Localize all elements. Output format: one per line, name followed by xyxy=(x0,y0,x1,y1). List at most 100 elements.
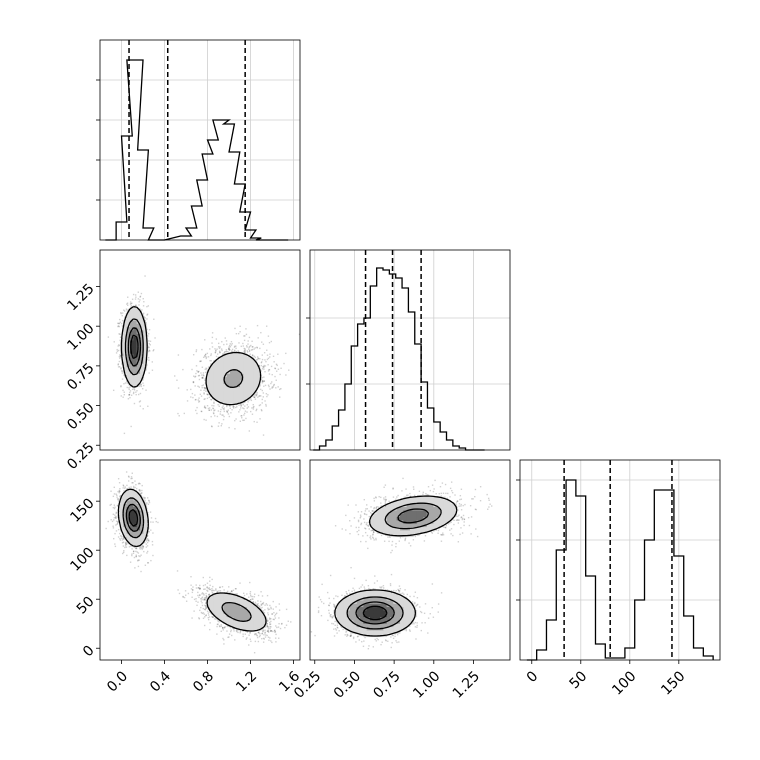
x0-vs-x1-density-cell xyxy=(123,356,128,361)
x0-vs-x1-sample-point xyxy=(198,374,201,377)
x0-vs-x2-sample-point xyxy=(134,547,137,550)
x0-vs-x2-sample-point xyxy=(148,540,150,542)
x0-vs-x1-density-cell xyxy=(123,363,128,368)
x0-vs-x1-density-cell xyxy=(210,366,214,371)
x0-vs-x1-density-cell xyxy=(243,380,248,384)
x0-vs-x1-sample-point xyxy=(120,368,122,370)
x0-vs-x2-sample-point xyxy=(113,517,116,519)
x0-vs-x2-sample-point xyxy=(126,488,128,490)
x0-vs-x1-density-cell xyxy=(243,386,248,391)
x0-vs-x1-sample-point xyxy=(134,304,137,307)
x0-vs-x1-sample-point xyxy=(243,347,245,350)
x0-vs-x1-sample-point xyxy=(119,354,121,356)
x0-vs-x1-sample-point xyxy=(205,390,207,392)
x0-vs-x1-sample-point xyxy=(139,392,142,395)
x0-vs-x1-density-cell xyxy=(140,373,144,378)
x0-vs-x1-density-cell xyxy=(233,400,238,404)
x0-vs-x1-sample-point xyxy=(259,418,261,420)
x0-vs-x1-density-cell xyxy=(130,326,134,331)
x0-vs-x1-sample-point xyxy=(248,350,251,353)
x0-vs-x1-sample-point xyxy=(120,395,122,397)
x0-vs-x1-sample-point xyxy=(247,343,249,345)
x0-vs-x1-density-cell xyxy=(250,386,254,391)
x0-vs-x1-sample-point xyxy=(277,353,279,355)
x0-vs-x1-sample-point xyxy=(142,298,144,300)
x0-vs-x1-density-cell xyxy=(236,393,241,398)
x0-vs-x1-sample-point xyxy=(210,398,212,401)
x0-vs-x2-sample-point xyxy=(123,538,125,540)
x0-vs-x1-density-cell xyxy=(233,383,238,388)
x0-vs-x1-sample-point xyxy=(128,387,130,389)
x0-vs-x1-sample-point xyxy=(262,380,264,383)
x0-vs-x1-density-cell xyxy=(246,376,251,381)
x0-vs-x1-sample-point xyxy=(263,368,265,370)
x0-vs-x1-density-cell xyxy=(220,390,224,394)
x0-vs-x1-density-cell xyxy=(210,370,214,374)
x0-vs-x1-sample-point xyxy=(119,333,121,335)
x0-vs-x2-sample-point xyxy=(146,521,149,524)
x0-vs-x1-density-cell xyxy=(133,306,138,311)
x0-vs-x1-sample-point xyxy=(249,410,252,413)
x0-vs-x1-sample-point xyxy=(123,391,125,393)
x0-vs-x1-sample-point xyxy=(131,302,133,304)
x0-vs-x1-sample-point xyxy=(137,291,140,293)
x0-vs-x1-density-cell xyxy=(216,396,221,401)
x0-vs-x1-density-cell xyxy=(130,343,134,348)
x0-vs-x1-sample-point xyxy=(238,411,240,413)
x0-vs-x1-sample-point xyxy=(124,316,126,318)
x0-vs-x1-sample-point xyxy=(226,404,228,407)
x0-vs-x1-sample-point xyxy=(250,398,252,400)
x0-vs-x1-density-cell xyxy=(236,353,241,358)
x0-vs-x2-sample-point xyxy=(120,534,122,537)
x0-vs-x1-sample-point xyxy=(270,340,273,343)
x1-marginal-histogram-step xyxy=(313,267,485,451)
x0-vs-x1-sample-point xyxy=(211,332,214,334)
x0-vs-x1-sample-point xyxy=(211,425,213,428)
x0-vs-x1-sample-point xyxy=(260,370,262,372)
x0-vs-x1-sample-point xyxy=(254,398,257,400)
x0-vs-x1-sample-point xyxy=(213,405,215,407)
x0-vs-x1-sample-point xyxy=(201,387,203,389)
x0-vs-x1-density-cell xyxy=(223,360,228,364)
x0-vs-x1-sample-point xyxy=(118,360,121,363)
x0-vs-x1-sample-point xyxy=(130,305,133,307)
x0-vs-x1-sample-point xyxy=(195,398,197,401)
x0-vs-x1-density-cell xyxy=(220,366,224,371)
x0-vs-x1-sample-point xyxy=(255,394,257,397)
x0-vs-x2-sample-point xyxy=(117,490,119,493)
x2-marginal-panel xyxy=(516,460,720,661)
x0-vs-x2-sample-point xyxy=(137,560,139,562)
x0-vs-x1-sample-point xyxy=(240,405,242,407)
x0-vs-x1-sample-point xyxy=(204,371,207,374)
x0-vs-x1-sample-point xyxy=(256,356,259,358)
x0-vs-x1-sample-point xyxy=(147,356,150,359)
x0-vs-x1-density-cell xyxy=(130,380,134,384)
x0-vs-x2-sample-point xyxy=(134,546,136,548)
x0-vs-x1-sample-point xyxy=(186,389,188,391)
x0-vs-x1-sample-point xyxy=(138,401,141,403)
x0-vs-x1-sample-point xyxy=(256,358,259,361)
x0-vs-x1-sample-point xyxy=(209,359,211,362)
x0-vs-x2-sample-point xyxy=(122,541,125,543)
x0-vs-x2-sample-point xyxy=(205,601,208,604)
x0-vs-x1-sample-point xyxy=(212,407,214,409)
x0-vs-x1-sample-point xyxy=(139,295,142,298)
x0-vs-x2-sample-point xyxy=(115,517,117,519)
x0-vs-x1-sample-point xyxy=(142,305,145,307)
x0-vs-x1-density-cell xyxy=(236,400,241,404)
x0-vs-x1-density-cell xyxy=(213,373,218,378)
x0-vs-x1-density-cell xyxy=(213,363,218,368)
x0-vs-x1-sample-point xyxy=(122,396,124,398)
x0-vs-x1-sample-point xyxy=(192,381,195,383)
x0-vs-x1-density-cell xyxy=(246,356,251,361)
x0-vs-x1-sample-point xyxy=(176,379,178,381)
x0-vs-x1-sample-point xyxy=(138,301,140,303)
x0-vs-x2-sample-point xyxy=(267,630,270,633)
x0-vs-x2-sample-point xyxy=(112,525,114,527)
x0-vs-x2-sample-point xyxy=(117,499,119,501)
x0-vs-x2-sample-point xyxy=(121,542,124,544)
x0-vs-x2-sample-point xyxy=(143,541,146,544)
x0-vs-x1-sample-point xyxy=(196,412,198,415)
x0-vs-x1-sample-point xyxy=(244,348,246,350)
x0-vs-x1-sample-point xyxy=(206,397,209,400)
